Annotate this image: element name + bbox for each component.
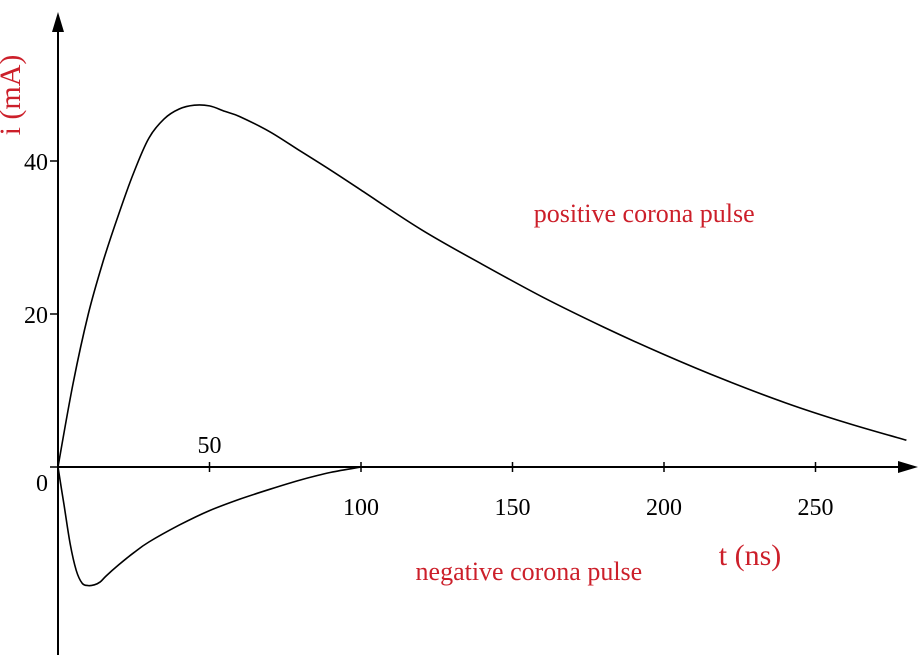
x-tick-label: 50: [198, 433, 222, 459]
positive-pulse-label: positive corona pulse: [534, 199, 755, 228]
curves: [57, 104, 907, 587]
negative-pulse-label: negative corona pulse: [416, 557, 643, 586]
x-tick-label: 200: [646, 495, 682, 521]
y-axis-arrow: [52, 12, 64, 32]
axis-ticks: [50, 160, 817, 472]
negative-pulse-curve: [57, 466, 362, 587]
x-tick-label: 100: [343, 495, 379, 521]
y-tick-label: 0: [36, 471, 48, 497]
y-axis-label: i (mA): [0, 55, 27, 136]
y-tick-label: 20: [24, 303, 48, 329]
x-tick-label: 150: [495, 495, 531, 521]
positive-pulse-curve: [57, 104, 907, 468]
x-tick-label: 250: [798, 495, 834, 521]
chart-labels: 50 100 150 200 250 0 20 40 positive corona pulse…: [24, 150, 834, 586]
y-tick-label: 40: [24, 150, 48, 176]
x-axis-arrow: [898, 461, 918, 473]
x-axis-label: t (ns): [719, 539, 782, 572]
